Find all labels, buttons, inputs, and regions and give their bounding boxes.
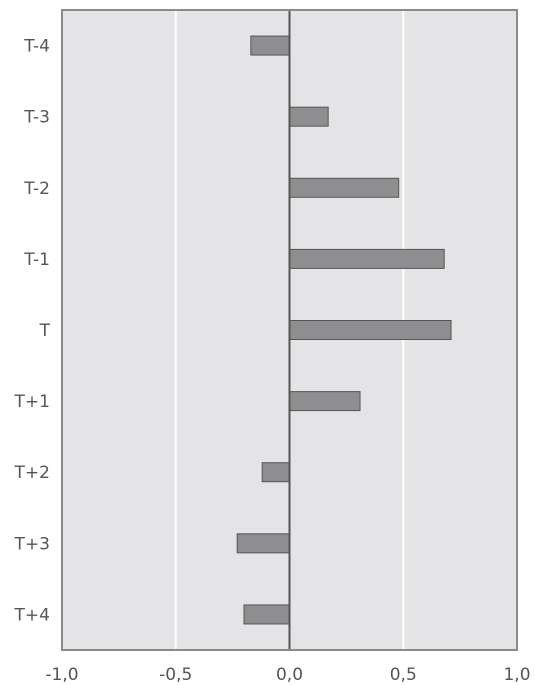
- x-tick-label: -1,0: [45, 665, 78, 685]
- category-label: T+4: [14, 605, 50, 625]
- category-labels: T-4 T-3 T-2 T-1 T T+1 T+2 T+3 T+4: [14, 37, 51, 626]
- category-label: T+2: [14, 463, 50, 483]
- bar-T+4: [243, 604, 290, 625]
- x-tick-label: 0,5: [390, 665, 417, 685]
- bar-T-3: [289, 106, 329, 127]
- category-label: T-4: [23, 37, 50, 57]
- category-label: T+1: [14, 392, 50, 412]
- x-tick-labels: -1,0 -0,5 0,0 0,5 1,0: [45, 665, 530, 685]
- bar-T+2: [261, 462, 291, 483]
- category-label: T-3: [23, 108, 50, 128]
- bar-T-2: [289, 177, 400, 198]
- bar-T-4: [250, 35, 290, 56]
- bars: [236, 35, 452, 625]
- bar-T-1: [289, 248, 445, 269]
- x-tick-label: -0,5: [159, 665, 192, 685]
- category-label: T-1: [23, 250, 50, 270]
- x-tick-label: 1,0: [503, 665, 530, 685]
- category-label: T: [39, 321, 51, 341]
- x-tick-label: 0,0: [276, 665, 303, 685]
- plot-frame: [61, 9, 518, 651]
- bar-T: [289, 320, 452, 340]
- category-label: T-2: [23, 179, 50, 199]
- bar-T+1: [289, 391, 361, 412]
- bar-T+3: [236, 533, 291, 554]
- category-label: T+3: [14, 534, 50, 554]
